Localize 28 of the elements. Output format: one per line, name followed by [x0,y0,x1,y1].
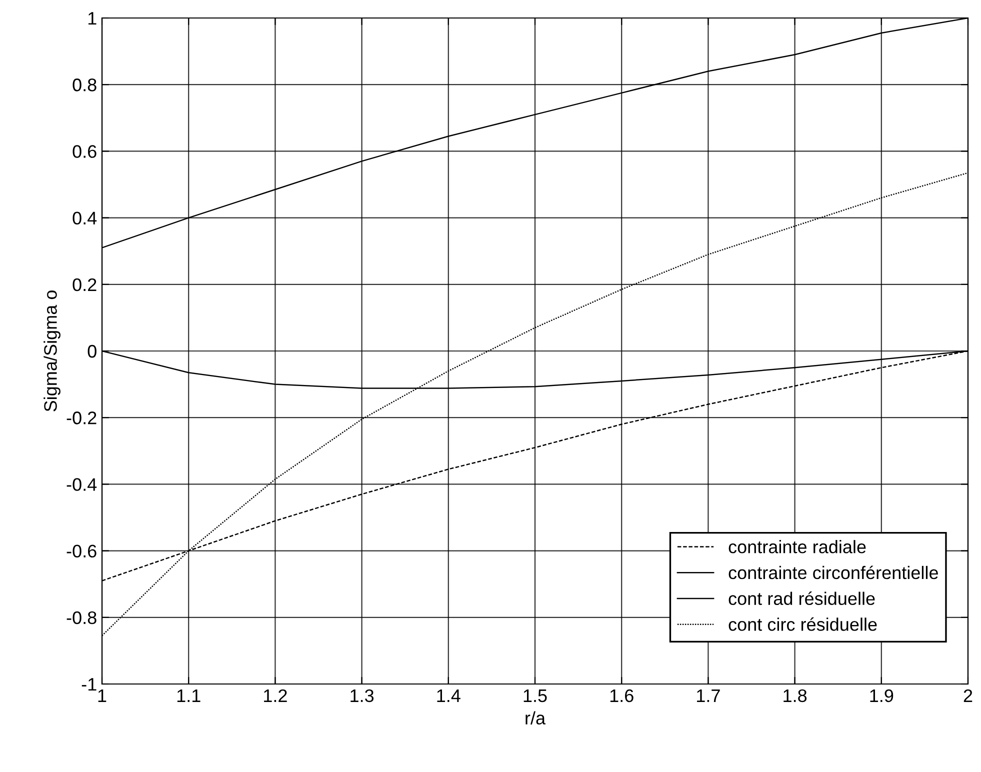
x-tick-label: 1.5 [524,690,547,702]
x-tick-label: 1.2 [264,689,287,702]
x-tick-label: 1.6 [610,689,634,702]
y-tick-label: 0.4 [72,212,97,225]
x-axis-title: r/a [526,711,546,725]
x-tick-label: 2 [964,689,972,702]
y-tick-label: 1 [88,12,96,25]
legend-label: contrainte circonférentielle [728,566,938,580]
x-tick-label: 1.7 [697,690,720,702]
y-tick-label: 0.8 [72,78,96,92]
x-tick-label: 1.8 [784,689,807,702]
legend-label: cont circ résiduelle [728,617,877,631]
y-tick-label: 0 [88,344,96,358]
y-tick-label: 0.2 [72,278,96,292]
y-axis-title: Sigma/Sigma o [44,290,60,412]
x-tick-label: 1.4 [437,690,460,702]
x-tick-label: 1.9 [870,689,894,702]
legend-label: cont rad résiduelle [728,592,875,606]
legend-label: contrainte radiale [728,540,866,554]
x-tick-label: 1.1 [177,690,200,702]
y-tick-label: 0.6 [72,145,96,158]
x-tick-label: 1.3 [350,689,374,702]
x-tick-label: 1 [98,690,106,702]
y-tick-label: -0.2 [66,412,96,424]
y-tick-label: -0.4 [66,478,97,491]
y-tick-label: -1 [82,678,96,691]
y-tick-label: -0.6 [66,544,96,558]
y-tick-label: -0.8 [66,611,96,624]
